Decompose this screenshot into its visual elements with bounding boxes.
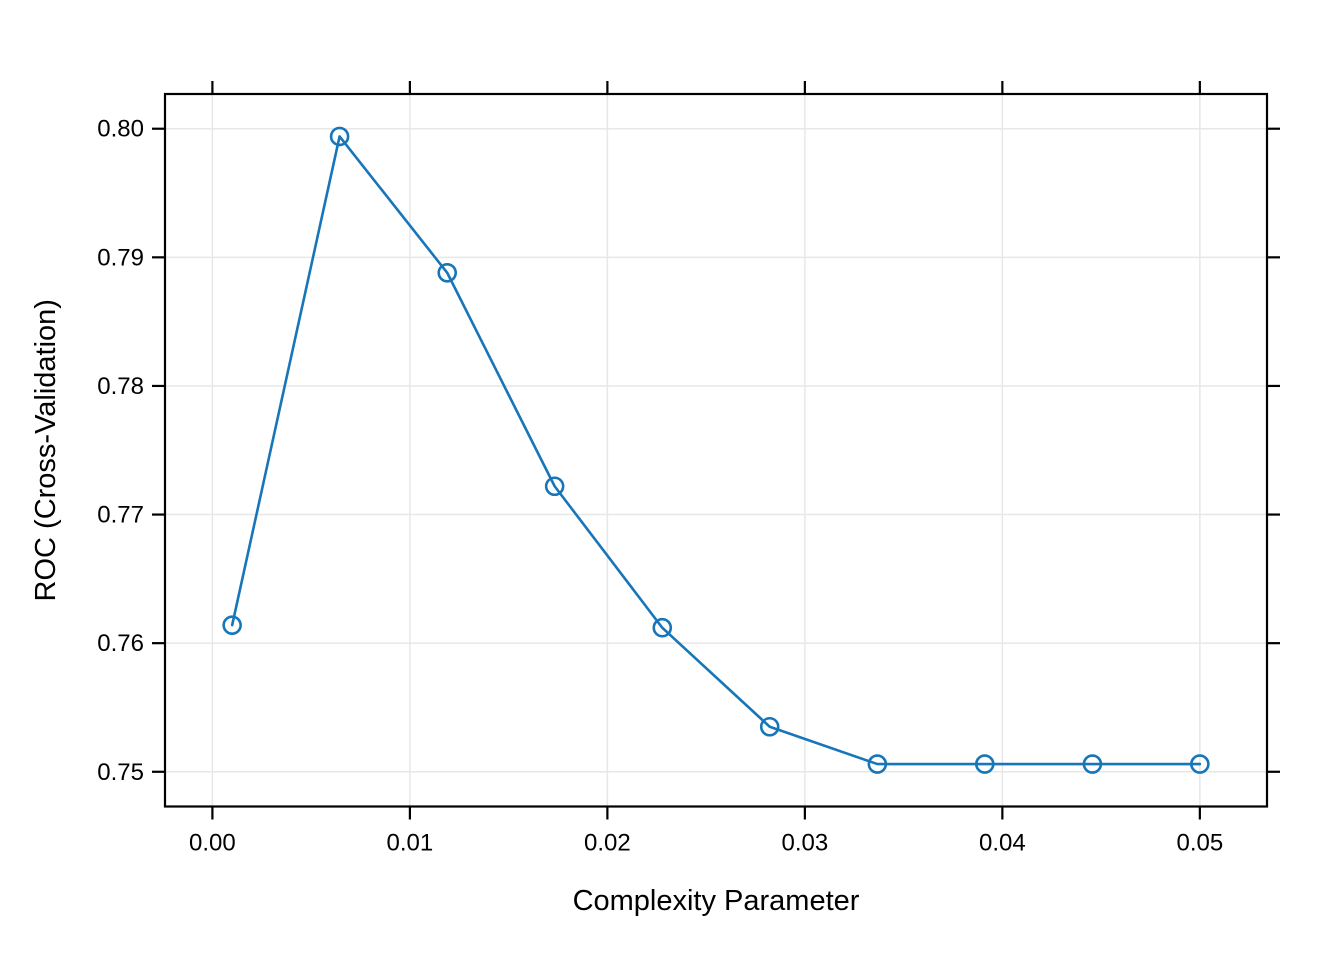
data-point-marker: [222, 615, 242, 635]
y-tick-label: 0.78: [97, 373, 144, 400]
y-tick-label: 0.77: [97, 502, 144, 529]
y-tick-label: 0.75: [97, 759, 144, 786]
data-point-marker: [329, 126, 350, 147]
y-axis-title: ROC (Cross-Validation): [30, 299, 62, 601]
gridlines: [165, 94, 1267, 807]
data-point-marker: [1190, 754, 1210, 774]
axis-tick-labels: 0.00 0.01 0.02 0.03 0.04 0.05 0.75 0.76 0.77 0.78…: [97, 116, 1223, 857]
y-tick-label: 0.79: [97, 244, 144, 271]
data-point-marker: [544, 476, 565, 497]
x-tick-label: 0.03: [782, 830, 829, 857]
x-tick-label: 0.00: [189, 830, 236, 857]
roc-series: [222, 126, 1210, 774]
y-tick-label: 0.80: [97, 116, 144, 143]
x-tick-label: 0.05: [1176, 830, 1223, 857]
x-tick-label: 0.04: [979, 830, 1026, 857]
roc-line: [230, 135, 1202, 766]
data-point-marker: [974, 754, 995, 774]
x-axis-title: Complexity Parameter: [573, 885, 860, 917]
data-point-marker: [867, 754, 888, 774]
data-point-marker: [1082, 754, 1103, 774]
x-tick-label: 0.02: [584, 830, 631, 857]
data-point-marker: [652, 617, 673, 638]
data-point-marker: [759, 716, 780, 737]
plot-border: [163, 92, 1269, 808]
data-point-marker: [437, 262, 458, 283]
y-tick-label: 0.76: [97, 630, 144, 657]
axis-ticks: [152, 81, 1280, 820]
x-tick-label: 0.01: [387, 830, 434, 857]
